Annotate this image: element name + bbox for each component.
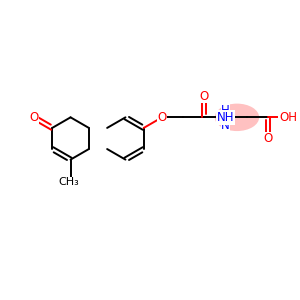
Text: O: O [263, 132, 272, 145]
Text: CH₃: CH₃ [58, 177, 79, 188]
Text: O: O [29, 111, 39, 124]
Text: NH: NH [217, 111, 234, 124]
Text: O: O [200, 90, 209, 103]
Text: O: O [158, 111, 167, 124]
Text: H
N: H N [221, 104, 230, 132]
Text: OH: OH [279, 111, 297, 124]
Ellipse shape [215, 103, 259, 131]
